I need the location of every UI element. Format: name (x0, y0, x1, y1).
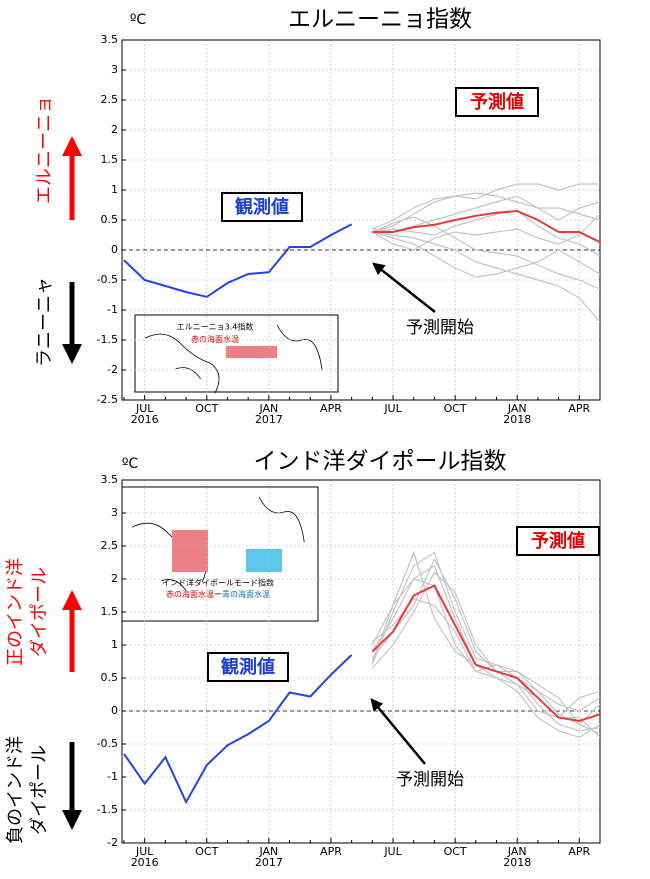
y-tick-label: 1.5 (101, 605, 119, 618)
positive-label: エルニーニョ (34, 96, 55, 204)
inset-region (246, 549, 282, 572)
series-line (371, 571, 601, 735)
inset-map (121, 486, 319, 622)
y-tick-label: -1 (107, 303, 118, 316)
inset-title: インド洋ダイポールモード指数 (162, 578, 274, 588)
y-tick-label: 0 (111, 243, 118, 256)
x-tick-label: APR (320, 845, 342, 858)
series-line (123, 654, 353, 805)
x-tick-label: OCT (443, 402, 467, 415)
observed-label: 観測値 (221, 656, 275, 678)
y-tick-label: -2 (107, 836, 118, 849)
plot-frame (121, 479, 601, 844)
x-tick-label: JAN 2017 (254, 402, 283, 426)
inset-subtitle-part: 青の海面水温 (222, 589, 270, 599)
series-line (371, 557, 601, 719)
x-tick-label: JUL 2016 (130, 845, 159, 869)
y-tick-label: 2.5 (101, 539, 119, 552)
forecast-label-box (455, 87, 539, 117)
x-tick-label: JUL (384, 402, 402, 415)
series-line (372, 231, 601, 278)
x-tick-label: OCT (195, 845, 219, 858)
x-tick-label: JUL 2016 (130, 402, 159, 426)
negative-label: ダイポール (29, 745, 50, 835)
forecast-start-arrow (372, 262, 436, 313)
positive-label: ダイポール (29, 567, 50, 657)
y-tick-label: 3 (111, 506, 118, 519)
inset-subtitle: 赤の海面水温ー青の海面水温 (166, 589, 270, 599)
y-tick-label: -1 (107, 770, 118, 783)
chart-title: インド洋ダイポール指数 (254, 449, 507, 475)
chart-title: エルニーニョ指数 (288, 7, 472, 33)
y-unit: ºC (130, 12, 147, 28)
series-line (372, 216, 601, 290)
series-line (372, 192, 601, 230)
y-tick-label: 3.5 (101, 33, 119, 46)
inset-subtitle-part: 赤の海面水温 (191, 334, 239, 344)
y-unit: ºC (122, 456, 139, 472)
inset-subtitle-part: ー (214, 590, 222, 599)
inset-title: エルニーニョ3.4指数 (177, 322, 254, 332)
observed-label: 観測値 (235, 196, 289, 218)
y-tick-label: 0.5 (101, 213, 119, 226)
y-tick-label: 1 (111, 638, 118, 651)
y-tick-label: 2 (111, 572, 118, 585)
negative-label: 負のインド洋 (5, 736, 26, 844)
x-tick-label: OCT (443, 845, 467, 858)
y-tick-label: 2 (111, 123, 118, 136)
y-tick-label: 3 (111, 63, 118, 76)
inset-region (226, 346, 277, 358)
inset-region (172, 530, 208, 572)
y-tick-label: -2.5 (97, 393, 118, 406)
series-line (123, 223, 353, 298)
x-tick-label: JAN 2017 (254, 845, 283, 869)
series-line (371, 584, 601, 722)
x-tick-label: APR (568, 845, 591, 858)
inset-subtitle-part: 赤の海面水温 (166, 589, 214, 599)
x-tick-label: APR (568, 402, 591, 415)
y-tick-label: 0 (111, 704, 118, 717)
y-tick-label: -2 (107, 363, 118, 376)
negative-label: ラニーニャ (34, 277, 55, 367)
series-line (372, 209, 601, 244)
series-line (371, 550, 601, 739)
y-tick-label: 0.5 (101, 671, 119, 684)
forecast-label: 予測値 (531, 530, 585, 552)
y-tick-label: -1.5 (97, 803, 118, 816)
forecast-label: 予測値 (470, 91, 524, 113)
x-tick-label: OCT (195, 402, 219, 415)
y-tick-label: -1.5 (97, 333, 118, 346)
x-tick-label: JAN 2018 (503, 845, 532, 869)
series-line (371, 213, 601, 251)
x-tick-label: APR (320, 402, 342, 415)
y-tick-label: 3.5 (101, 473, 119, 486)
y-tick-label: -0.5 (97, 737, 118, 750)
inset-subtitle: 赤の海面水温 (191, 334, 239, 344)
observed-label-box (221, 192, 303, 222)
forecast-label-box (516, 526, 600, 556)
y-tick-label: -0.5 (97, 273, 118, 286)
forecast-start-label: 予測開始 (396, 770, 464, 790)
y-tick-label: 1.5 (101, 153, 119, 166)
series-line (372, 210, 601, 257)
positive-label: 正のインド洋 (5, 558, 26, 666)
forecast-start-label: 予測開始 (406, 318, 474, 338)
y-tick-label: 1 (111, 183, 118, 196)
series-line (372, 183, 600, 233)
observed-label-box (207, 652, 289, 682)
forecast-start-arrow (370, 698, 426, 765)
series-line (372, 231, 601, 323)
y-tick-label: 2.5 (101, 93, 119, 106)
x-tick-label: JAN 2018 (503, 402, 532, 426)
x-tick-label: JUL (384, 845, 402, 858)
